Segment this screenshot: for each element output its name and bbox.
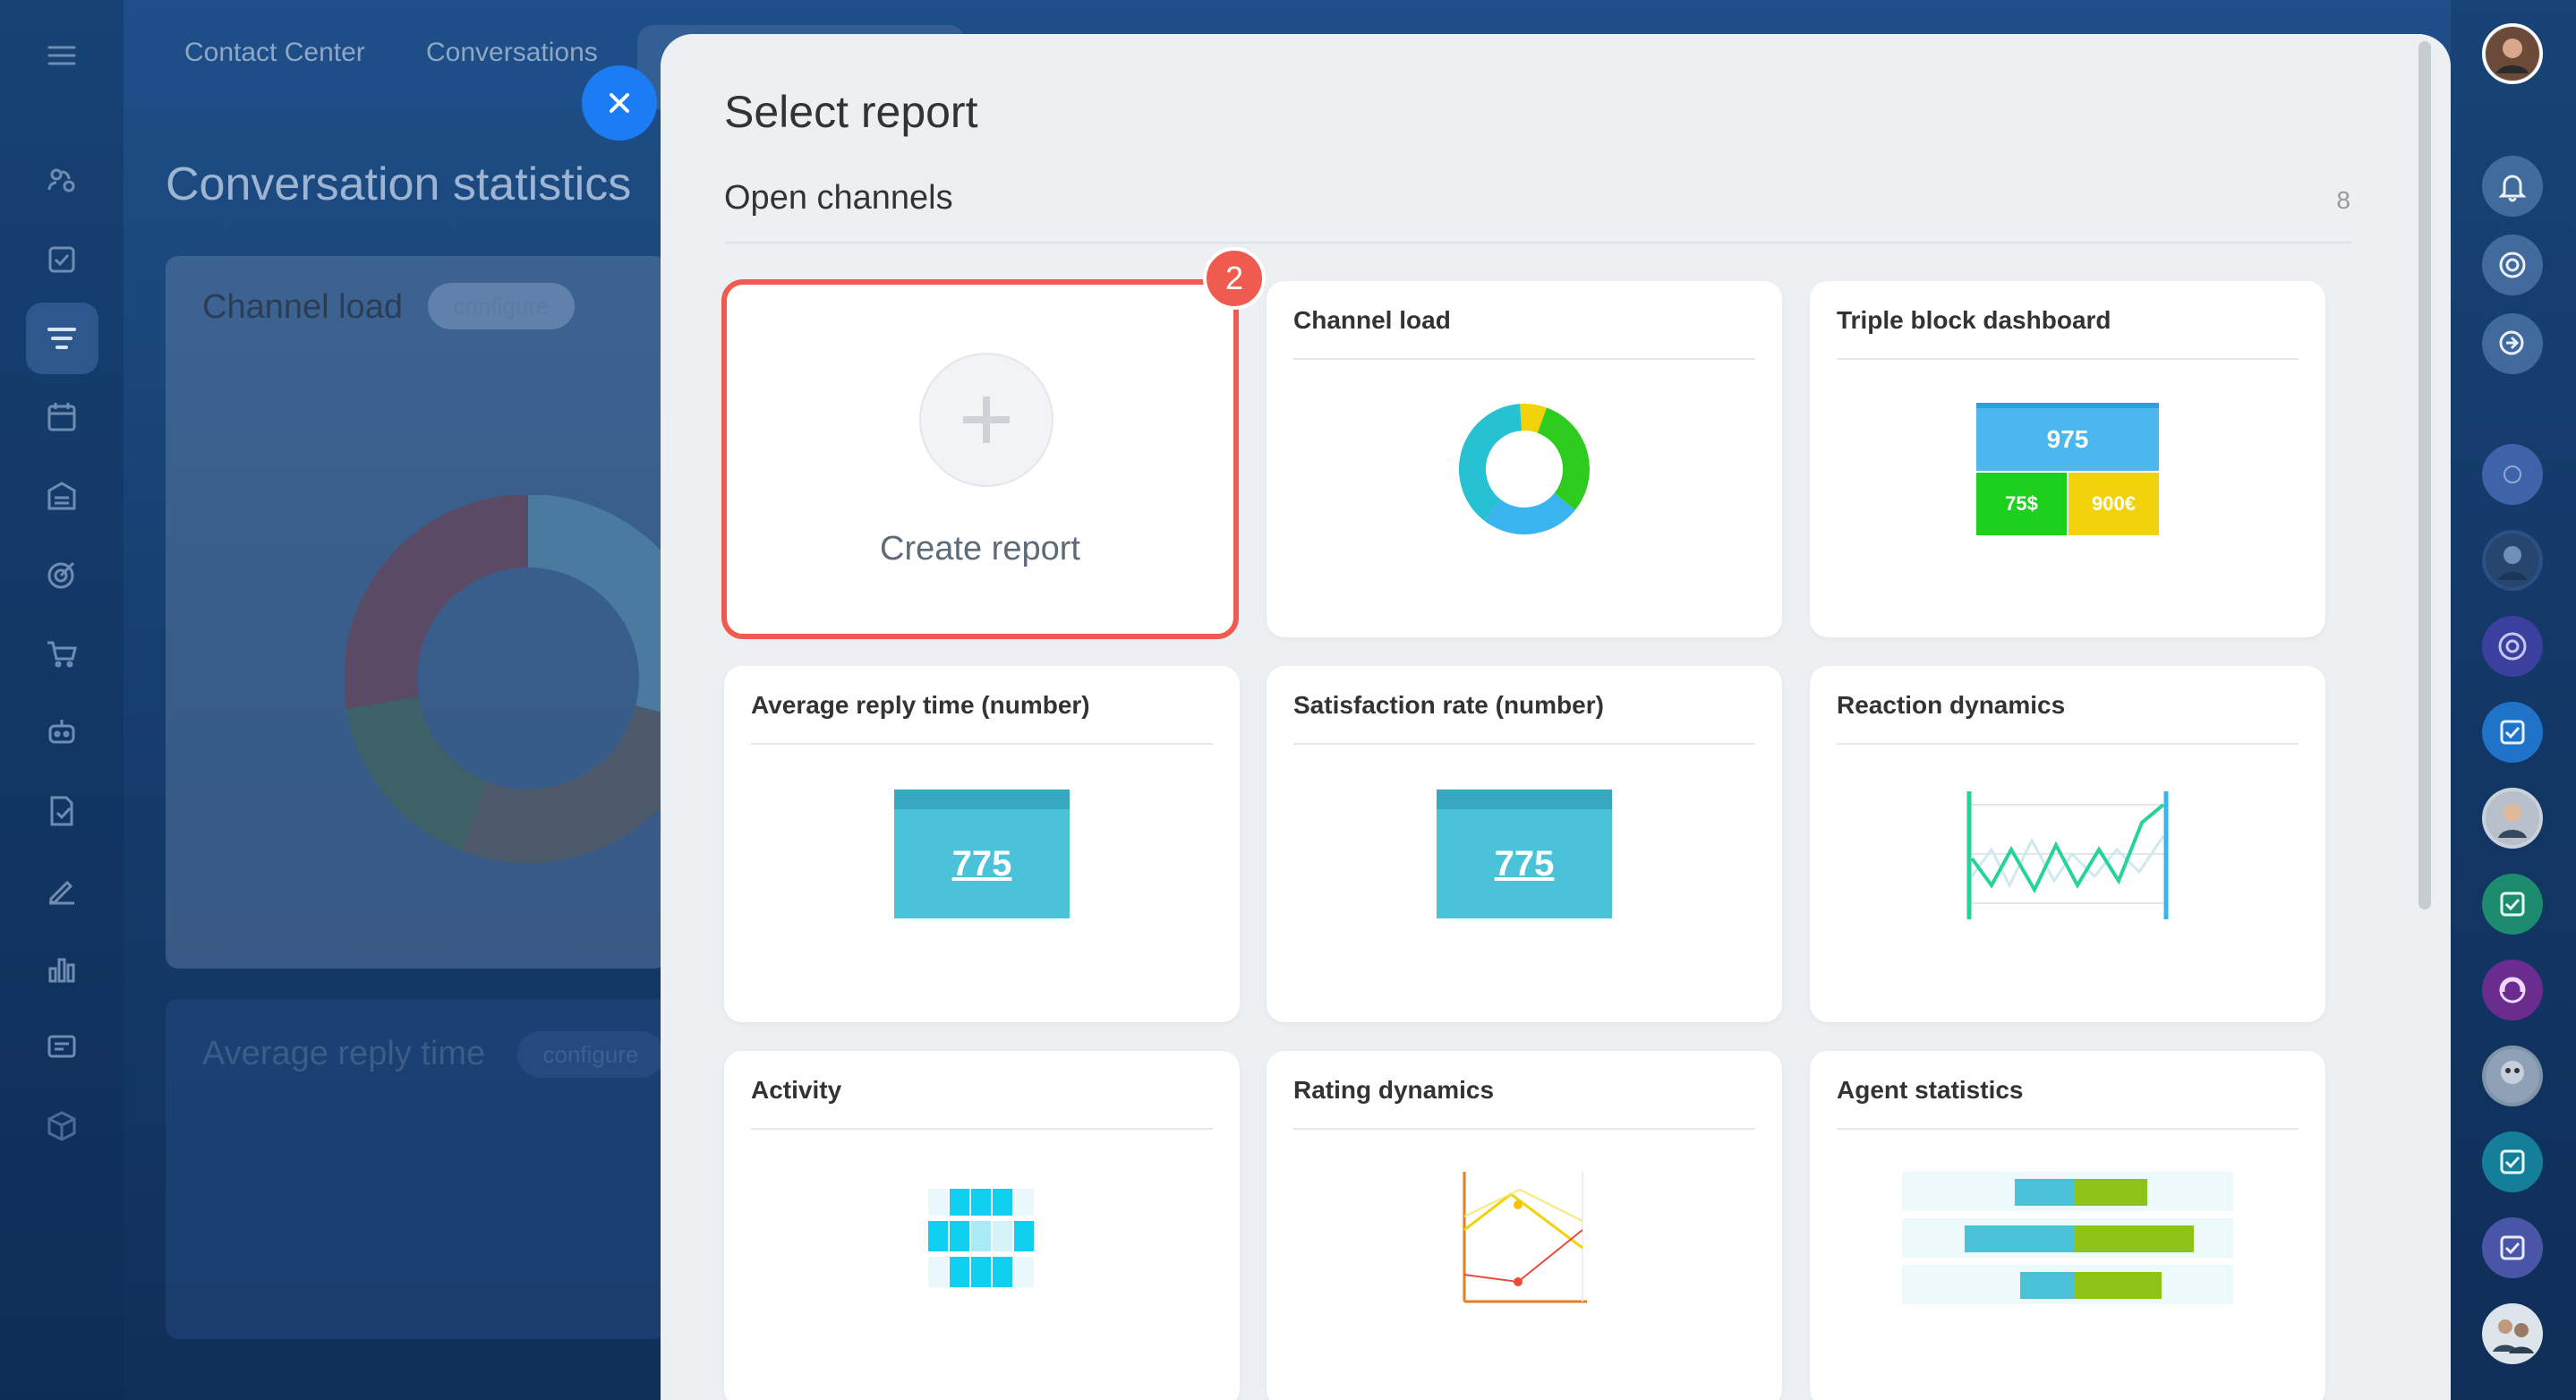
sidebar-item-cart-icon[interactable] (44, 636, 80, 671)
report-preview-image (1810, 1149, 2325, 1328)
sidebar-item-calendar-icon[interactable] (44, 399, 80, 435)
notifications-bell-icon[interactable] (2482, 156, 2543, 217)
user-avatar[interactable] (2482, 23, 2543, 84)
nav-tab-contact-center[interactable]: Contact Center (184, 38, 365, 67)
contact-avatar[interactable] (2482, 1046, 2543, 1106)
tile-divider (1293, 743, 1755, 745)
panel-title: Select report (724, 87, 978, 137)
sidebar-item-storage-icon[interactable] (44, 478, 80, 514)
contact-avatar[interactable] (2482, 788, 2543, 849)
sidebar-item-analytics-icon[interactable] (44, 951, 80, 986)
search-contacts-icon[interactable] (2482, 444, 2543, 505)
task-chat-icon[interactable] (2482, 1131, 2543, 1192)
sidebar-item-docs-icon[interactable] (44, 793, 80, 829)
report-tile-title: Channel load (1293, 306, 1451, 334)
triple-top-value: 975 (1976, 403, 2159, 471)
task-chat-icon[interactable] (2482, 1217, 2543, 1278)
report-preview-image (1267, 1149, 1782, 1328)
tile-divider (1293, 358, 1755, 360)
page-title: Conversation statistics (166, 158, 632, 210)
tile-divider (1293, 1128, 1755, 1130)
report-tile-title: Reaction dynamics (1837, 691, 2066, 719)
close-button[interactable] (582, 65, 657, 141)
left-sidebar (0, 0, 124, 1400)
report-preview-image: 775 (1267, 764, 1782, 943)
group-chat-avatar[interactable] (2482, 1303, 2543, 1364)
report-tile-triple-block[interactable]: Triple block dashboard 975 75$ 900€ (1810, 281, 2325, 637)
tile-divider (751, 1128, 1213, 1130)
task-chat-icon[interactable] (2482, 702, 2543, 763)
sidebar-item-sign-icon[interactable] (44, 872, 80, 908)
task-chat-icon[interactable] (2482, 874, 2543, 935)
copilot-icon[interactable] (2482, 235, 2543, 295)
menu-icon[interactable] (44, 38, 80, 73)
number-preview-value: 775 (894, 790, 1070, 918)
sidebar-item-tasks-icon[interactable] (44, 242, 80, 277)
report-tile-satisfaction-rate[interactable]: Satisfaction rate (number) 775 (1267, 666, 1782, 1022)
create-report-tile[interactable]: Create report (721, 279, 1239, 639)
report-tile-title: Agent statistics (1837, 1076, 2024, 1104)
report-tile-title: Activity (751, 1076, 842, 1104)
configure-button[interactable]: configure (428, 283, 575, 329)
number-preview-value: 775 (1437, 790, 1612, 918)
tile-divider (751, 743, 1213, 745)
report-tile-title: Average reply time (number) (751, 691, 1090, 719)
sidebar-item-box-icon[interactable] (44, 1108, 80, 1144)
support-chat-icon[interactable] (2482, 960, 2543, 1020)
sidebar-item-filter-icon[interactable] (44, 320, 80, 356)
section-title: Open channels (724, 179, 953, 217)
close-icon (610, 93, 629, 113)
triple-left-value: 75$ (1976, 473, 2067, 535)
scrollbar[interactable] (2418, 41, 2431, 909)
section-count: 8 (2336, 186, 2350, 214)
report-tile-average-reply-time[interactable]: Average reply time (number) 775 (724, 666, 1240, 1022)
report-preview-image (1810, 764, 2325, 943)
report-tile-reaction-dynamics[interactable]: Reaction dynamics (1810, 666, 2325, 1022)
tile-divider (1837, 358, 2299, 360)
step-number-badge: 2 (1203, 247, 1266, 310)
report-tile-agent-statistics[interactable]: Agent statistics (1810, 1051, 2325, 1400)
configure-button[interactable]: configure (517, 1031, 664, 1078)
report-preview-image: 775 (724, 764, 1240, 943)
report-preview-image: 975 75$ 900€ (1810, 380, 2325, 559)
report-tile-rating-dynamics[interactable]: Rating dynamics (1267, 1051, 1782, 1400)
report-tile-title: Rating dynamics (1293, 1076, 1495, 1104)
create-report-label: Create report (880, 530, 1080, 568)
tile-divider (1837, 743, 2299, 745)
widget-title: Average reply time (202, 1035, 486, 1072)
chat-search-icon[interactable] (2482, 313, 2543, 374)
triple-right-value: 900€ (2068, 473, 2159, 535)
report-preview-image (1267, 380, 1782, 559)
report-tile-activity[interactable]: Activity (724, 1051, 1240, 1400)
sidebar-item-contact-center-icon[interactable] (44, 1029, 80, 1065)
report-tile-title: Satisfaction rate (number) (1293, 691, 1604, 719)
report-preview-image (724, 1149, 1240, 1328)
openlines-icon[interactable] (2482, 616, 2543, 677)
tile-divider (1837, 1128, 2299, 1130)
sidebar-item-target-icon[interactable] (44, 557, 80, 593)
contact-avatar[interactable] (2482, 530, 2543, 591)
nav-tab-conversations[interactable]: Conversations (426, 38, 598, 67)
section-divider (724, 242, 2351, 243)
select-report-panel: Select report Open channels 8 Channel lo… (661, 34, 2451, 1400)
report-tile-channel-load[interactable]: Channel load (1267, 281, 1782, 637)
plus-icon (919, 353, 1053, 487)
widget-average-reply-time (166, 999, 667, 1339)
sidebar-item-robot-icon[interactable] (44, 714, 80, 750)
widget-title: Channel load (202, 288, 403, 326)
sidebar-item-crm-icon[interactable] (44, 163, 80, 199)
report-tile-title: Triple block dashboard (1837, 306, 2111, 334)
